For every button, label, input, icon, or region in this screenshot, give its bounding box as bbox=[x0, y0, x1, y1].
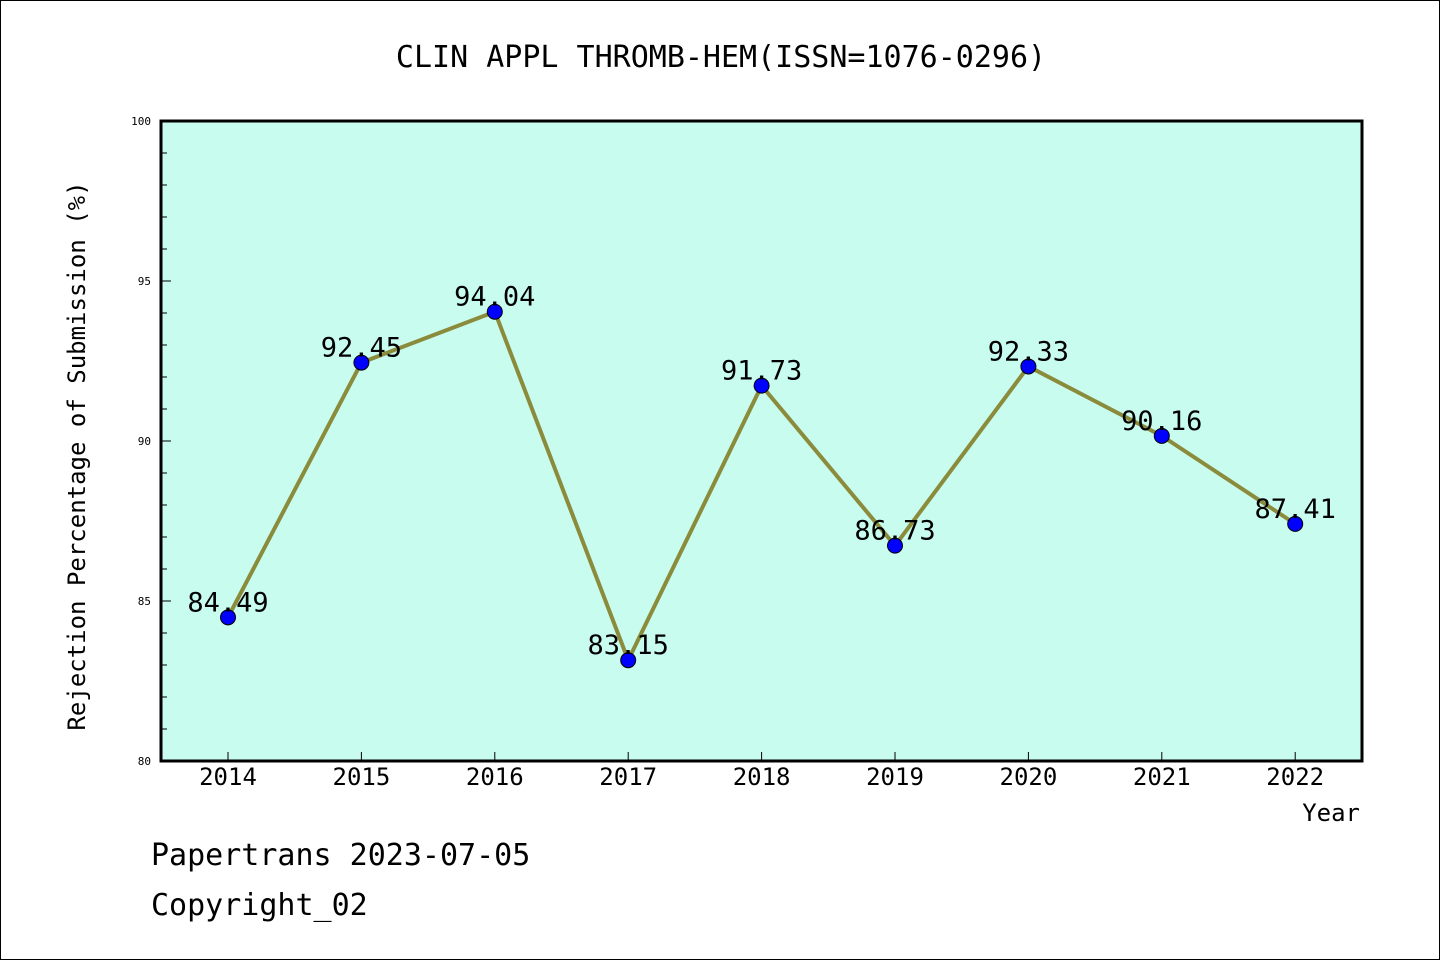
footer-copyright: Copyright_02 bbox=[151, 888, 368, 923]
x-axis: 2014 2015 2016 2017 2018 2019 2020 2021 2022 bbox=[199, 752, 1324, 791]
y-tick-label: 100 bbox=[131, 115, 151, 128]
data-label: 92.45 bbox=[321, 333, 402, 364]
data-label: 94.04 bbox=[454, 282, 535, 313]
y-tick-label: 95 bbox=[138, 275, 151, 288]
data-point bbox=[486, 303, 503, 320]
y-tick-label: 85 bbox=[138, 595, 151, 608]
x-tick-label: 2018 bbox=[733, 763, 791, 791]
data-label: 86.73 bbox=[854, 516, 935, 547]
y-axis-label: Rejection Percentage of Submission (%) bbox=[63, 181, 91, 730]
x-tick-label: 2021 bbox=[1133, 763, 1191, 791]
data-label: 90.16 bbox=[1121, 406, 1202, 437]
data-label: 87.41 bbox=[1255, 494, 1336, 525]
x-tick-label: 2014 bbox=[199, 763, 257, 791]
x-tick-label: 2015 bbox=[333, 763, 391, 791]
x-tick-label: 2019 bbox=[866, 763, 924, 791]
data-point bbox=[1020, 358, 1037, 375]
data-point bbox=[1153, 427, 1170, 444]
y-tick-label: 80 bbox=[138, 755, 151, 768]
x-tick-label: 2022 bbox=[1266, 763, 1324, 791]
data-point bbox=[353, 354, 370, 371]
data-point bbox=[887, 537, 903, 554]
data-label: 92.33 bbox=[988, 336, 1069, 367]
data-label: 84.49 bbox=[187, 587, 268, 618]
chart-title: CLIN APPL THROMB-HEM(ISSN=1076-0296) bbox=[396, 40, 1046, 75]
x-tick-label: 2017 bbox=[599, 763, 657, 791]
x-axis-label: Year bbox=[1302, 799, 1360, 827]
y-tick-label: 90 bbox=[138, 435, 151, 448]
data-point bbox=[1287, 515, 1304, 532]
series-layer: 84.49 92.45 94.04 83.15 91.73 86.73 92.33 90.16… bbox=[187, 282, 1336, 669]
data-label: 91.73 bbox=[721, 356, 802, 387]
data-point bbox=[753, 377, 770, 394]
footer-date: Papertrans 2023-07-05 bbox=[151, 838, 530, 873]
data-point bbox=[620, 652, 637, 669]
plot-area bbox=[159, 119, 1364, 763]
data-point bbox=[220, 609, 236, 626]
y-axis: 80 85 90 95 100 bbox=[131, 115, 171, 768]
data-label: 83.15 bbox=[588, 630, 669, 661]
x-tick-label: 2020 bbox=[1000, 763, 1058, 791]
x-tick-label: 2016 bbox=[466, 763, 524, 791]
